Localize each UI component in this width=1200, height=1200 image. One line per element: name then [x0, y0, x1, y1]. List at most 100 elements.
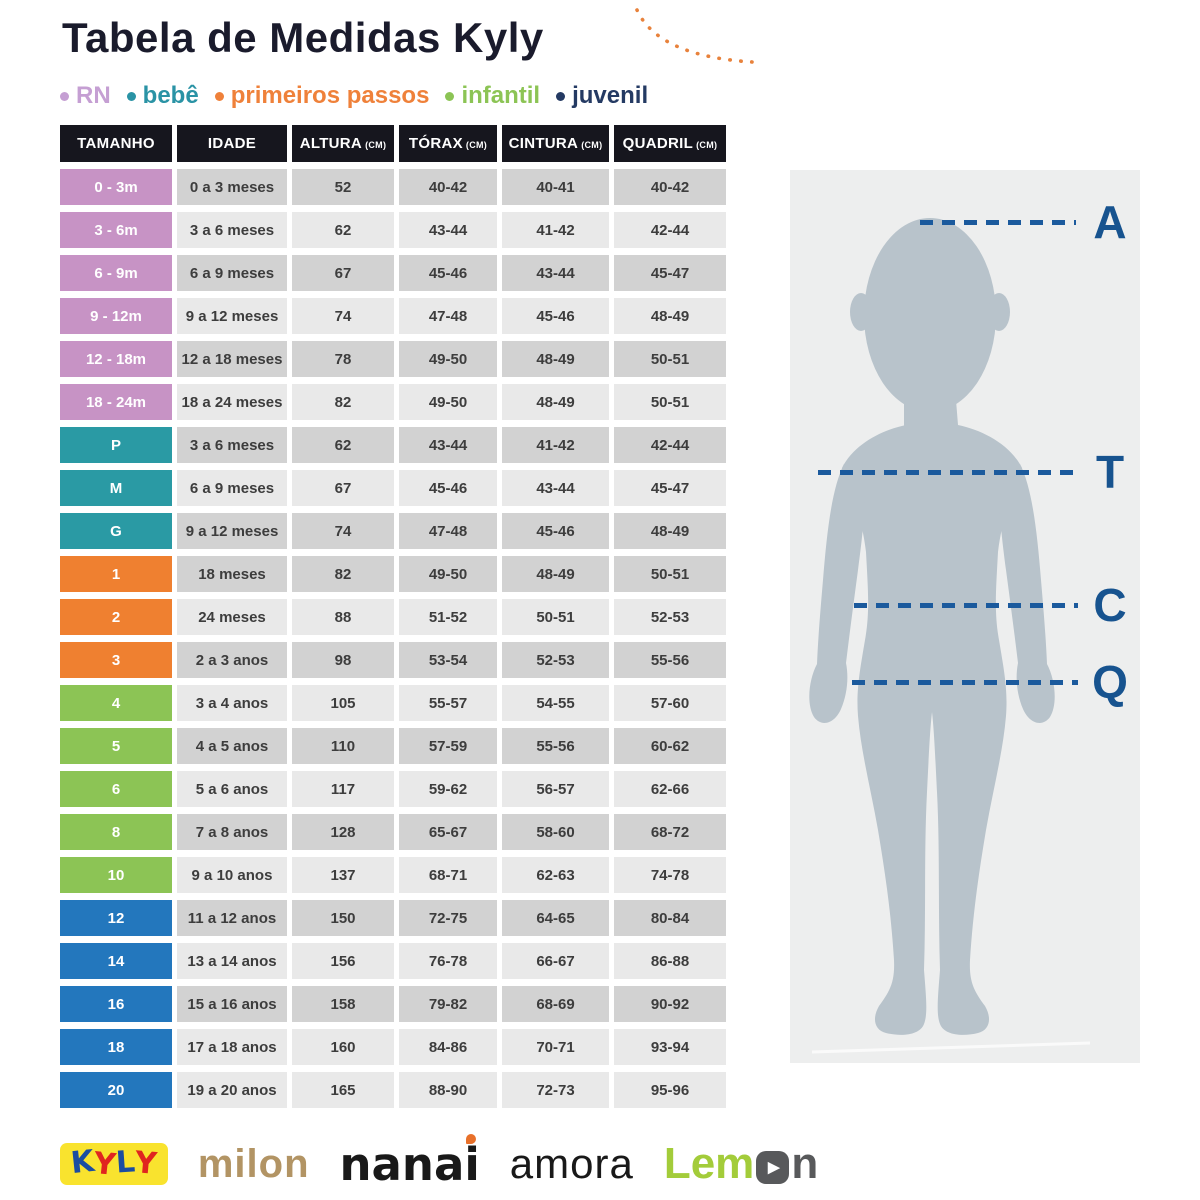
- legend-label: juvenil: [572, 82, 649, 109]
- hip-cell: 45-47: [614, 470, 726, 506]
- chest-cell: 55-57: [399, 685, 497, 721]
- legend-label: infantil: [461, 82, 541, 109]
- chest-cell: 49-50: [399, 556, 497, 592]
- height-cell: 117: [292, 771, 394, 807]
- lemon-logo: Lem ▶ n: [664, 1139, 818, 1189]
- measure-label-q: Q: [1092, 656, 1128, 708]
- measure-line-hip: [852, 680, 1078, 685]
- waist-cell: 41-42: [502, 427, 609, 463]
- age-cell: 12 a 18 meses: [177, 341, 287, 377]
- size-cell: M: [60, 470, 172, 506]
- hip-cell: 93-94: [614, 1029, 726, 1065]
- legend-dot-icon: [60, 91, 69, 101]
- size-cell: 5: [60, 728, 172, 764]
- column-header: ALTURA (CM): [292, 125, 394, 162]
- chest-cell: 65-67: [399, 814, 497, 850]
- column-header: TÓRAX (CM): [399, 125, 497, 162]
- height-cell: 78: [292, 341, 394, 377]
- waist-cell: 52-53: [502, 642, 609, 678]
- chest-cell: 45-46: [399, 470, 497, 506]
- age-cell: 4 a 5 anos: [177, 728, 287, 764]
- size-cell: 3: [60, 642, 172, 678]
- hip-cell: 86-88: [614, 943, 726, 979]
- height-cell: 88: [292, 599, 394, 635]
- hip-cell: 57-60: [614, 685, 726, 721]
- waist-cell: 43-44: [502, 255, 609, 291]
- hip-cell: 95-96: [614, 1072, 726, 1108]
- column-header-unit: (CM): [581, 139, 603, 150]
- measure-line-chest: [818, 470, 1078, 475]
- hip-cell: 40-42: [614, 169, 726, 205]
- age-cell: 9 a 12 meses: [177, 513, 287, 549]
- legend-item-primeiros-passos: primeiros passos: [214, 82, 429, 110]
- size-cell: 20: [60, 1072, 172, 1108]
- hip-cell: 45-47: [614, 255, 726, 291]
- size-cell: 16: [60, 986, 172, 1022]
- column-header: QUADRIL (CM): [614, 125, 726, 162]
- lemon-logo-text-green: Lem: [663, 1139, 755, 1188]
- size-cell: 14: [60, 943, 172, 979]
- chest-cell: 40-42: [399, 169, 497, 205]
- age-cell: 3 a 6 meses: [177, 212, 287, 248]
- legend-dot-icon: [214, 91, 224, 101]
- height-cell: 82: [292, 556, 394, 592]
- age-cell: 2 a 3 anos: [177, 642, 287, 678]
- age-cell: 18 a 24 meses: [177, 384, 287, 420]
- age-cell: 18 meses: [177, 556, 287, 592]
- column-header-label: IDADE: [207, 135, 257, 152]
- size-cell: 9 - 12m: [60, 298, 172, 334]
- legend-label: RN: [76, 82, 111, 109]
- chest-cell: 68-71: [399, 857, 497, 893]
- chest-cell: 49-50: [399, 341, 497, 377]
- chest-cell: 47-48: [399, 513, 497, 549]
- column-header-label: TAMANHO: [77, 135, 155, 152]
- hip-cell: 48-49: [614, 298, 726, 334]
- waist-cell: 55-56: [502, 728, 609, 764]
- size-cell: 12: [60, 900, 172, 936]
- size-cell: 2: [60, 599, 172, 635]
- waist-cell: 70-71: [502, 1029, 609, 1065]
- size-cell: 3 - 6m: [60, 212, 172, 248]
- chest-cell: 88-90: [399, 1072, 497, 1108]
- age-cell: 9 a 10 anos: [177, 857, 287, 893]
- size-cell: 18 - 24m: [60, 384, 172, 420]
- hip-cell: 80-84: [614, 900, 726, 936]
- waist-cell: 68-69: [502, 986, 609, 1022]
- hip-cell: 50-51: [614, 341, 726, 377]
- child-silhouette: [809, 218, 1091, 1054]
- height-cell: 137: [292, 857, 394, 893]
- hip-cell: 68-72: [614, 814, 726, 850]
- height-cell: 52: [292, 169, 394, 205]
- age-cell: 3 a 4 anos: [177, 685, 287, 721]
- chest-cell: 53-54: [399, 642, 497, 678]
- measure-label-t: T: [1095, 446, 1125, 498]
- nanai-logo-stem: nana: [339, 1137, 465, 1191]
- chest-cell: 72-75: [399, 900, 497, 936]
- legend-item-infantil: infantil: [445, 82, 540, 110]
- height-cell: 150: [292, 900, 394, 936]
- age-cell: 17 a 18 anos: [177, 1029, 287, 1065]
- chest-cell: 59-62: [399, 771, 497, 807]
- nanai-logo: nanai: [340, 1138, 480, 1191]
- legend-dot-icon: [556, 91, 566, 101]
- height-cell: 165: [292, 1072, 394, 1108]
- category-legend: RN bebê primeiros passos infantil juvenil: [60, 82, 648, 110]
- column-header-label: QUADRIL: [622, 135, 694, 152]
- size-cell: 8: [60, 814, 172, 850]
- hip-cell: 42-44: [614, 212, 726, 248]
- legend-dot-icon: [445, 91, 455, 101]
- size-cell: 1: [60, 556, 172, 592]
- height-cell: 67: [292, 470, 394, 506]
- play-icon: ▶: [768, 1158, 780, 1176]
- legend-label: bebê: [142, 82, 199, 109]
- chest-cell: 43-44: [399, 427, 497, 463]
- chest-cell: 76-78: [399, 943, 497, 979]
- height-cell: 67: [292, 255, 394, 291]
- age-cell: 11 a 12 anos: [177, 900, 287, 936]
- column-header: IDADE: [177, 125, 287, 162]
- waist-cell: 48-49: [502, 556, 609, 592]
- height-cell: 74: [292, 298, 394, 334]
